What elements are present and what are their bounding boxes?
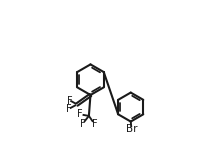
Text: Br: Br [126,124,137,134]
Text: F: F [67,96,72,106]
Text: F: F [92,119,97,129]
Text: F: F [80,119,85,129]
Text: F: F [77,109,83,119]
Text: F: F [66,104,71,114]
